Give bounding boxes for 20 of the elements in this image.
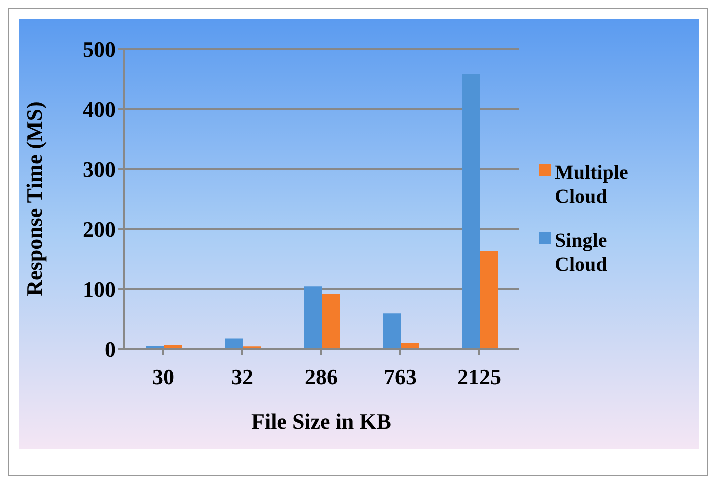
y-tick-label: 300 <box>83 156 116 182</box>
bar <box>383 314 401 349</box>
legend-label: Multiple Cloud <box>555 161 630 209</box>
y-axis-title: Response Time (MS) <box>22 102 47 296</box>
x-tick-label: 2125 <box>458 364 502 390</box>
x-tick-label: 286 <box>305 364 338 390</box>
y-tick-label: 200 <box>83 216 116 242</box>
y-tick-label: 400 <box>83 96 116 122</box>
x-tick-label: 32 <box>232 364 254 390</box>
bar <box>304 286 322 349</box>
x-tick-label: 763 <box>384 364 417 390</box>
y-tick-label: 100 <box>83 276 116 302</box>
y-tick-label: 500 <box>83 36 116 62</box>
bar <box>322 294 340 349</box>
x-axis-title: File Size in KB <box>252 409 392 434</box>
y-tick-label: 0 <box>105 336 116 362</box>
bar <box>462 74 480 349</box>
bar <box>480 251 498 349</box>
x-tick-label: 30 <box>152 364 174 390</box>
legend-label: Single Cloud <box>555 229 608 277</box>
